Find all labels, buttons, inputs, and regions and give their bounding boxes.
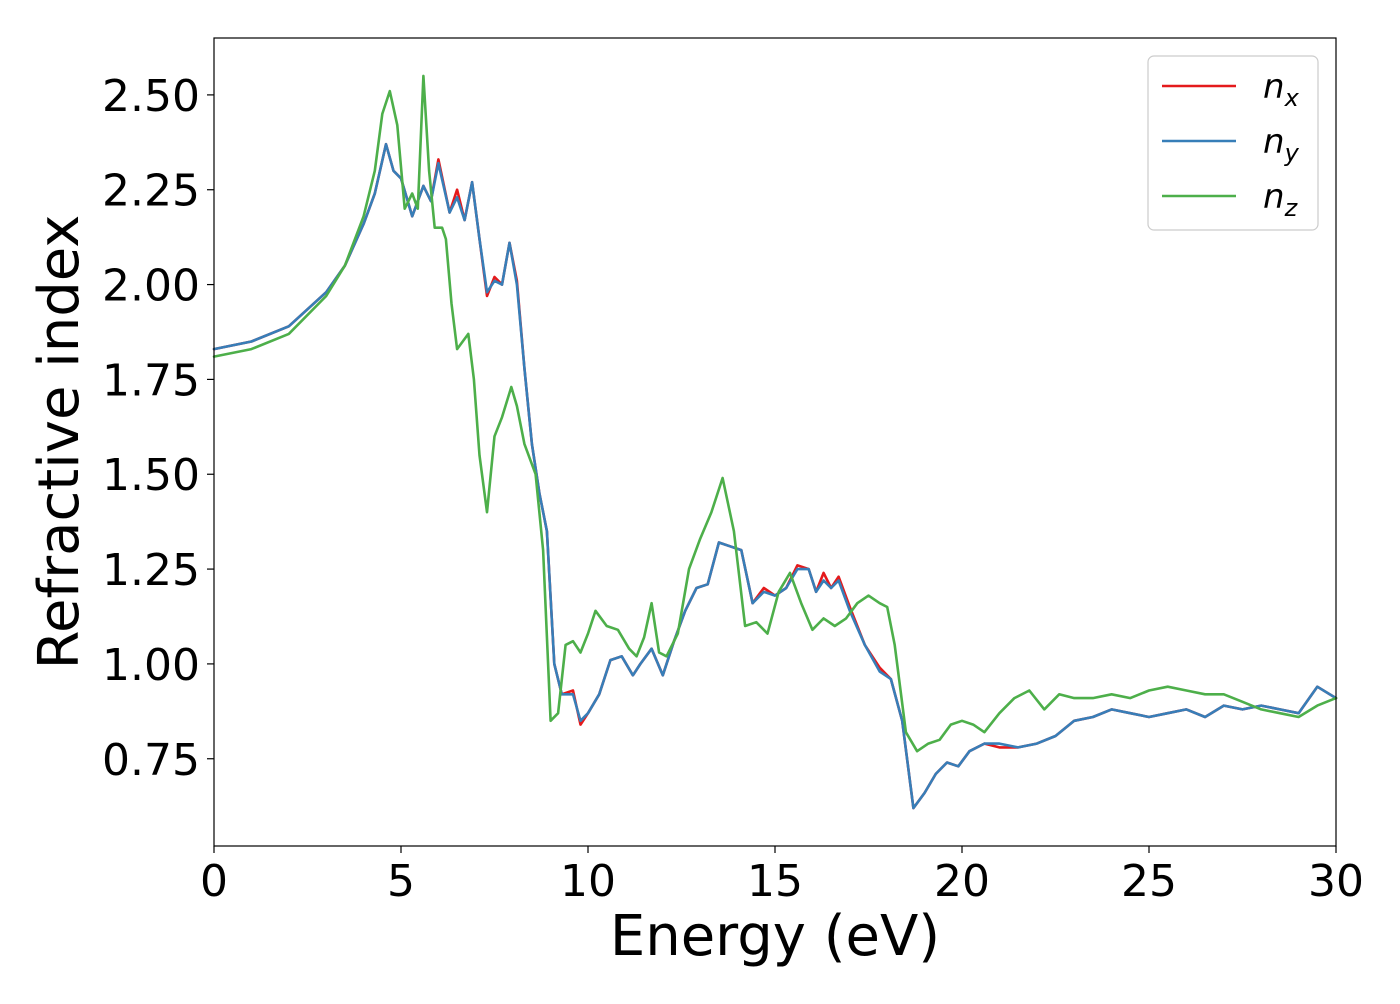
x-tick-label: 15 (747, 856, 803, 907)
y-axis-label: Refractive index (27, 215, 92, 670)
series-line-x (212, 142, 1338, 810)
x-axis: 0 5 10 15 20 25 30 (200, 846, 1364, 907)
x-tick-label: 10 (560, 856, 616, 907)
legend-label-x: nx (1263, 67, 1300, 112)
y-tick-label: 1.50 (102, 450, 200, 501)
y-tick-label: 1.00 (102, 640, 200, 691)
x-tick-label: 20 (934, 856, 990, 907)
legend-label-y: ny (1263, 122, 1300, 167)
x-tick-label: 25 (1121, 856, 1177, 907)
y-tick-label: 1.25 (102, 545, 200, 596)
y-tick-label: 2.00 (102, 261, 200, 312)
y-tick-label: 2.25 (102, 166, 200, 217)
legend-label-z: nz (1263, 177, 1299, 222)
legend: nx ny nz (1147, 55, 1319, 231)
x-tick-label: 30 (1308, 856, 1364, 907)
y-axis: 0.75 1.00 1.25 1.50 1.75 2.00 2.25 2.50 (102, 71, 214, 786)
x-axis-label: Energy (eV) (610, 904, 940, 969)
y-tick-label: 1.75 (102, 355, 200, 406)
series-line-y (212, 142, 1338, 810)
series-line-z (212, 74, 1338, 753)
legend-box (1147, 55, 1319, 231)
y-tick-label: 0.75 (102, 735, 200, 786)
x-tick-label: 0 (200, 856, 228, 907)
x-tick-label: 5 (387, 856, 415, 907)
y-tick-label: 2.50 (102, 71, 200, 122)
